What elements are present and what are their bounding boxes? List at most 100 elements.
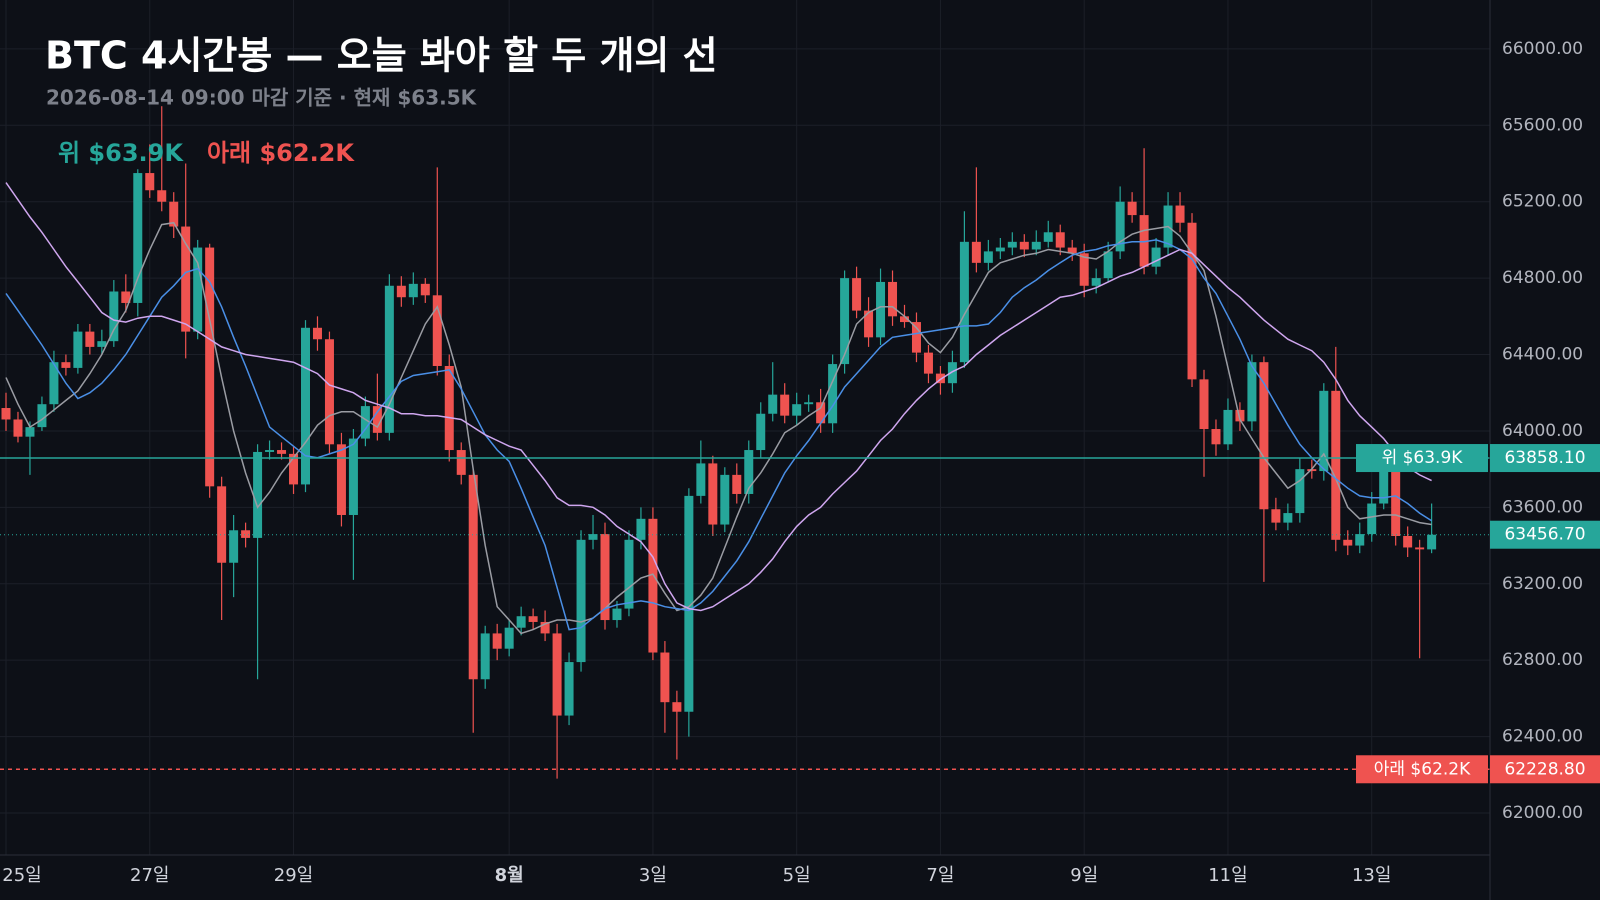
- candle-body: [145, 173, 155, 191]
- candle-body: [888, 281, 898, 317]
- candle-body: [73, 331, 83, 368]
- candle-body: [49, 362, 59, 405]
- candle-body: [456, 450, 466, 475]
- candle-body: [624, 539, 634, 609]
- candle-body: [720, 474, 730, 525]
- candle-body: [840, 278, 850, 365]
- candle-body: [1379, 457, 1389, 504]
- y-tick-label: 64000.00: [1502, 421, 1583, 441]
- moving-average-line: [5, 182, 1432, 612]
- candle-body: [372, 406, 382, 433]
- candle-body: [1127, 201, 1137, 216]
- candle-body: [265, 450, 275, 452]
- legend-entry: 위 $63.9K: [58, 139, 184, 167]
- candle-body: [420, 283, 430, 296]
- candle-body: [384, 285, 394, 433]
- candle-body: [360, 406, 370, 439]
- level-label-box: [1356, 444, 1488, 473]
- x-tick-label: 25일: [2, 865, 41, 886]
- candle-body: [1271, 509, 1281, 523]
- candle-body: [636, 518, 646, 540]
- candle-body: [732, 474, 742, 494]
- candle-body: [133, 173, 143, 303]
- candle-body: [1247, 362, 1257, 422]
- level-price-tag-box: [1490, 755, 1600, 784]
- x-tick-label: 11일: [1208, 865, 1247, 886]
- level-label: 아래 $62.2K: [1374, 759, 1471, 779]
- candle-body: [1295, 469, 1305, 514]
- candle-body: [768, 394, 778, 414]
- candle-body: [983, 251, 993, 263]
- candle-body: [995, 247, 1005, 252]
- candle-body: [1187, 222, 1197, 380]
- chart-subtitle: 2026-08-14 09:00 마감 기준 · 현재 $63.5K: [46, 86, 478, 110]
- candle-body: [684, 495, 694, 712]
- candle-body: [708, 463, 718, 525]
- level-label: 위 $63.9K: [1382, 448, 1464, 468]
- candle-body: [516, 616, 526, 628]
- candle-body: [277, 450, 287, 454]
- candle-body: [744, 450, 754, 494]
- candle-body: [205, 247, 215, 487]
- level-price-tag: 62228.80: [1504, 759, 1585, 779]
- candle-body: [1403, 535, 1413, 548]
- candle-body: [1091, 278, 1101, 286]
- candle-body: [1175, 205, 1185, 223]
- x-tick-label: 8월: [495, 865, 524, 886]
- candle-body: [396, 285, 406, 298]
- candle-body: [1427, 534, 1437, 550]
- candle-body: [911, 322, 921, 353]
- last-price-tag-box: [1490, 520, 1600, 549]
- candle-body: [1115, 201, 1125, 252]
- candle-body: [696, 463, 706, 496]
- candle-body: [900, 316, 909, 323]
- candle-body: [37, 404, 47, 428]
- y-tick-label: 65600.00: [1502, 115, 1583, 135]
- x-tick-label: 3일: [639, 865, 667, 886]
- candle-body: [1331, 390, 1341, 540]
- candle-body: [959, 241, 969, 363]
- candle-body: [528, 616, 538, 622]
- candle-body: [780, 394, 790, 416]
- candle-body: [492, 633, 502, 649]
- candle-body: [408, 283, 418, 298]
- x-tick-label: 29일: [274, 865, 313, 886]
- candle-body: [1415, 547, 1425, 550]
- legend-entry: 아래 $62.2K: [207, 139, 355, 167]
- candle-body: [1043, 232, 1053, 242]
- candle-body: [348, 438, 358, 515]
- plot: [0, 106, 1490, 779]
- candle-body: [588, 534, 598, 540]
- chart-title: BTC 4시간봉 — 오늘 봐야 할 두 개의 선: [45, 34, 718, 78]
- y-tick-label: 62400.00: [1502, 727, 1583, 747]
- candle-body: [504, 627, 514, 649]
- grid: [0, 0, 1490, 855]
- candle-body: [1103, 251, 1113, 279]
- candle-body: [444, 365, 454, 451]
- candle-body: [480, 633, 490, 680]
- y-tick-label: 62800.00: [1502, 650, 1583, 670]
- candle-body: [324, 339, 334, 445]
- candle-body: [876, 281, 886, 338]
- y-tick-label: 63600.00: [1502, 497, 1583, 517]
- last-price-tag: 63456.70: [1504, 525, 1585, 545]
- candle-body: [1211, 429, 1221, 445]
- candle-body: [61, 362, 71, 368]
- candle-body: [1139, 215, 1149, 267]
- candle-body: [1283, 513, 1293, 523]
- candle-body: [1067, 247, 1077, 254]
- y-tick-label: 66000.00: [1502, 39, 1583, 59]
- candle-body: [1079, 253, 1089, 286]
- candle-body: [25, 427, 35, 437]
- axes: 62000.00 62400.00 62800.00 63200.00 63600.00…: [2, 39, 1600, 886]
- candle-body: [1007, 241, 1017, 248]
- x-tick-label: 13일: [1352, 865, 1391, 886]
- candle-body: [600, 534, 610, 621]
- candle-body: [852, 278, 862, 311]
- moving-average-line: [5, 239, 1433, 631]
- level-price-tag: 63858.10: [1504, 448, 1585, 468]
- y-tick-label: 64800.00: [1502, 268, 1583, 288]
- candle-body: [828, 364, 838, 424]
